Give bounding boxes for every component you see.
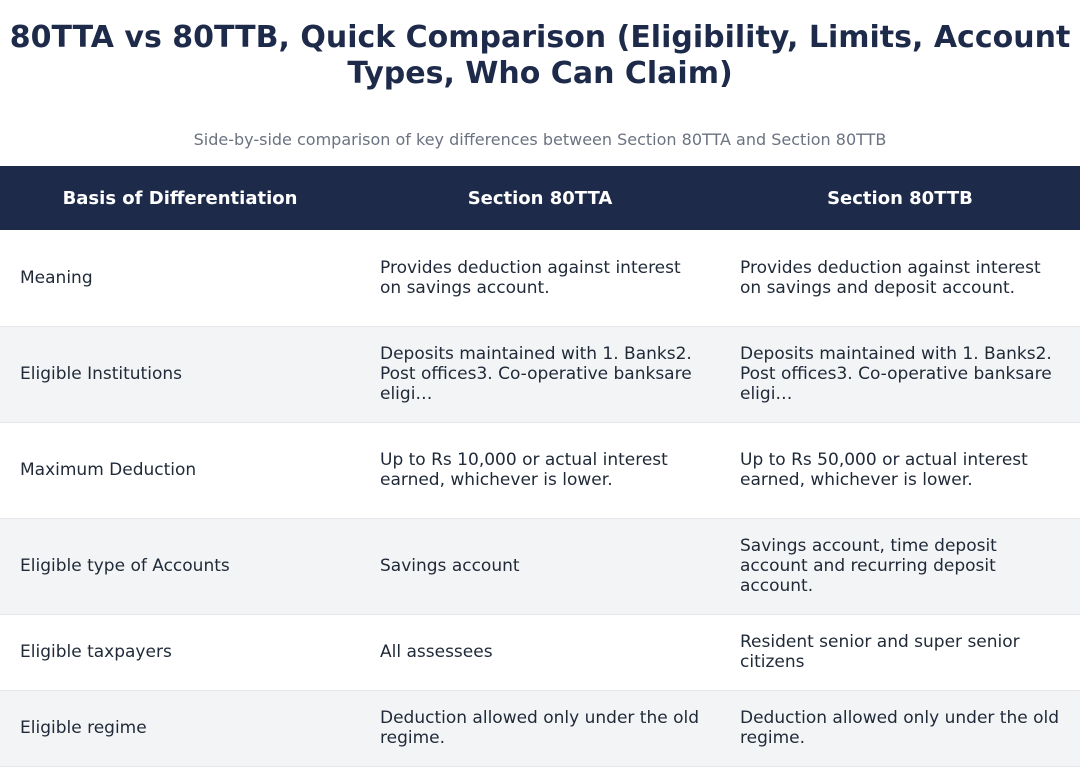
row-basis-text: Eligible type of Accounts — [20, 556, 230, 576]
table-header: Basis of Differentiation Section 80TTA S… — [0, 166, 1080, 230]
row-80ttb-cell: Deduction allowed only under the old reg… — [720, 690, 1080, 767]
header-row: Basis of Differentiation Section 80TTA S… — [0, 166, 1080, 230]
table-row: Eligible type of Accounts Savings accoun… — [0, 518, 1080, 615]
row-80ttb-text: Deposits maintained with 1. Banks2. Post… — [740, 344, 1052, 404]
row-80ttb-text: Deduction allowed only under the old reg… — [740, 708, 1060, 748]
row-80tta-cell: Deposits maintained with 1. Banks2. Post… — [360, 326, 720, 423]
page-title: 80TTA vs 80TTB, Quick Comparison (Eligib… — [9, 20, 1071, 91]
comparison-table: Basis of Differentiation Section 80TTA S… — [0, 166, 1080, 767]
row-80ttb-cell: Provides deduction against interest on s… — [720, 230, 1080, 327]
table-row: Eligible Institutions Deposits maintaine… — [0, 326, 1080, 423]
row-basis-cell: Eligible type of Accounts — [0, 518, 360, 615]
row-basis-text: Eligible regime — [20, 718, 147, 738]
row-basis-cell: Meaning — [0, 230, 360, 327]
table-body: Meaning Provides deduction against inter… — [0, 230, 1080, 767]
row-basis-cell: Eligible Institutions — [0, 326, 360, 423]
row-80ttb-text: Up to Rs 50,000 or actual interest earne… — [740, 450, 1028, 490]
row-80tta-cell: All assessees — [360, 614, 720, 691]
row-80tta-text: Deduction allowed only under the old reg… — [380, 708, 700, 748]
table-row: Eligible regime Deduction allowed only u… — [0, 690, 1080, 767]
row-80tta-text: Deposits maintained with 1. Banks2. Post… — [380, 344, 692, 404]
table-row: Eligible taxpayers All assessees Residen… — [0, 614, 1080, 691]
page-subtitle: Side-by-side comparison of key differenc… — [193, 130, 887, 149]
row-80ttb-cell: Resident senior and super senior citizen… — [720, 614, 1080, 691]
row-80tta-cell: Up to Rs 10,000 or actual interest earne… — [360, 422, 720, 519]
row-80tta-text: Savings account — [380, 556, 520, 576]
row-80tta-text: Up to Rs 10,000 or actual interest earne… — [380, 450, 668, 490]
row-basis-text: Maximum Deduction — [20, 460, 197, 480]
table-row: Meaning Provides deduction against inter… — [0, 230, 1080, 327]
row-basis-cell: Maximum Deduction — [0, 422, 360, 519]
row-80tta-cell: Provides deduction against interest on s… — [360, 230, 720, 327]
row-80ttb-text: Resident senior and super senior citizen… — [740, 632, 1020, 672]
row-80tta-cell: Deduction allowed only under the old reg… — [360, 690, 720, 767]
row-80tta-text: Provides deduction against interest on s… — [380, 257, 681, 298]
row-basis-text: Eligible Institutions — [20, 364, 182, 384]
row-80ttb-cell: Savings account, time deposit account an… — [720, 518, 1080, 615]
row-80tta-cell: Savings account — [360, 518, 720, 615]
row-basis-cell: Eligible regime — [0, 690, 360, 767]
row-basis-cell: Eligible taxpayers — [0, 614, 360, 691]
table-row: Maximum Deduction Up to Rs 10,000 or act… — [0, 422, 1080, 519]
row-80ttb-text: Provides deduction against interest on s… — [740, 257, 1041, 298]
row-basis-text: Eligible taxpayers — [20, 642, 172, 662]
row-80ttb-cell: Deposits maintained with 1. Banks2. Post… — [720, 326, 1080, 423]
row-80ttb-cell: Up to Rs 50,000 or actual interest earne… — [720, 422, 1080, 519]
column-header-80tta: Section 80TTA — [360, 166, 720, 230]
row-80tta-text: All assessees — [380, 642, 493, 662]
row-basis-text: Meaning — [20, 267, 93, 288]
column-header-80ttb: Section 80TTB — [720, 166, 1080, 230]
column-header-basis: Basis of Differentiation — [0, 166, 360, 230]
row-80ttb-text: Savings account, time deposit account an… — [740, 536, 997, 596]
